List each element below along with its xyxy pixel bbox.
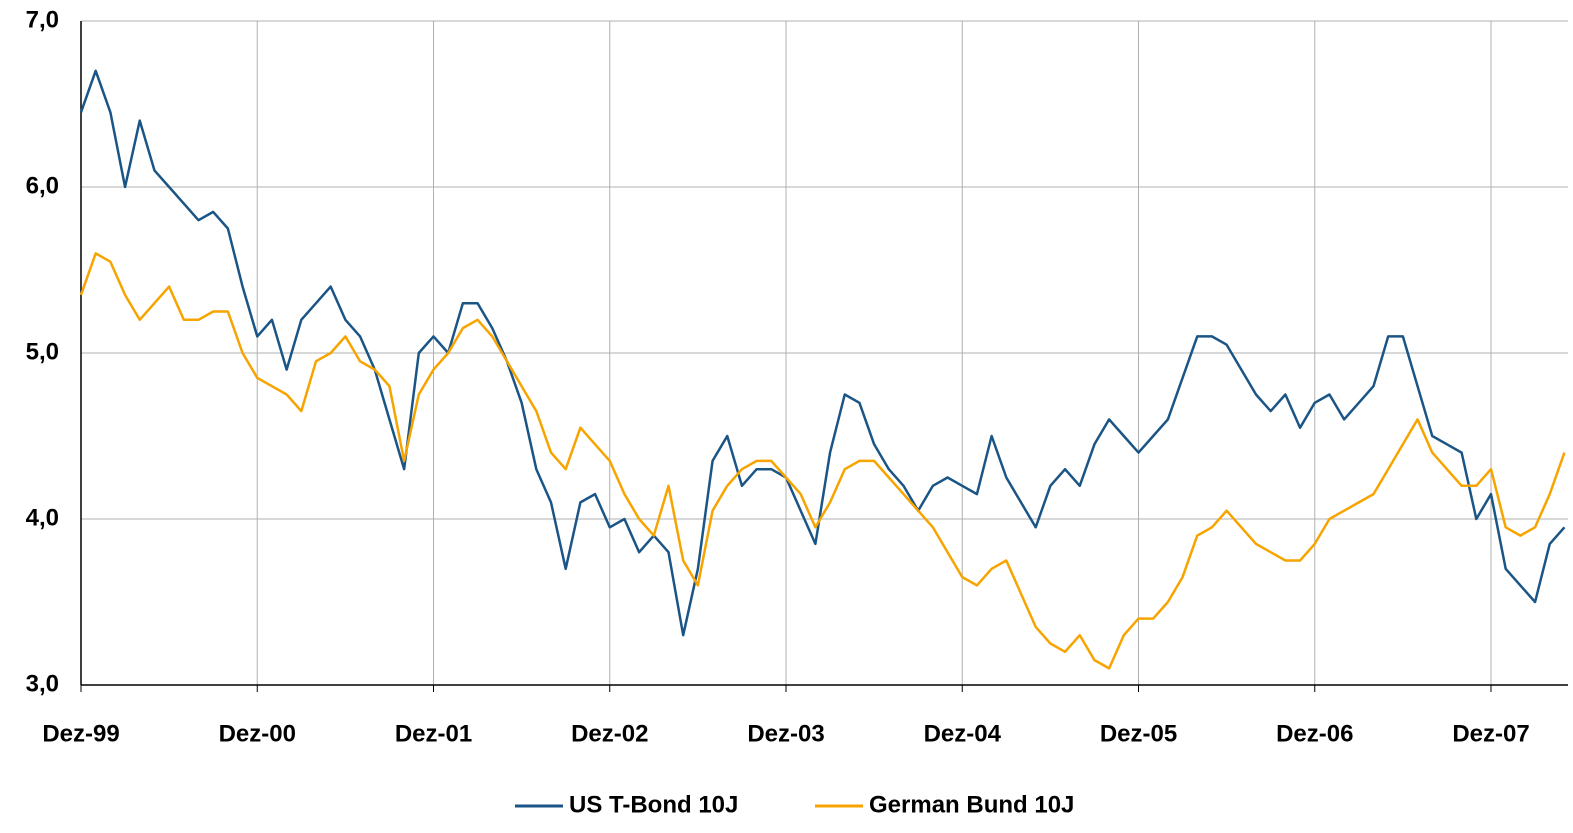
x-tick-label: Dez-01 [395, 720, 472, 747]
series-line [79, 69, 1566, 637]
x-tick-label: Dez-99 [42, 720, 119, 747]
x-tick-label: Dez-05 [1100, 720, 1177, 747]
legend-label: German Bund 10J [869, 791, 1074, 818]
x-tick-label: Dez-02 [571, 720, 648, 747]
x-tick-label: Dez-00 [219, 720, 296, 747]
x-tick-label: Dez-06 [1276, 720, 1353, 747]
x-tick-label: Dez-07 [1452, 720, 1529, 747]
x-tick-label: Dez-03 [747, 720, 824, 747]
y-tick-label: 4,0 [26, 504, 59, 531]
series-line [79, 252, 1566, 670]
y-tick-label: 3,0 [26, 670, 59, 697]
y-tick-label: 6,0 [26, 172, 59, 199]
y-tick-label: 5,0 [26, 338, 59, 365]
y-tick-label: 7,0 [26, 6, 59, 33]
legend-label: US T-Bond 10J [569, 791, 738, 818]
x-tick-label: Dez-04 [924, 720, 1002, 747]
